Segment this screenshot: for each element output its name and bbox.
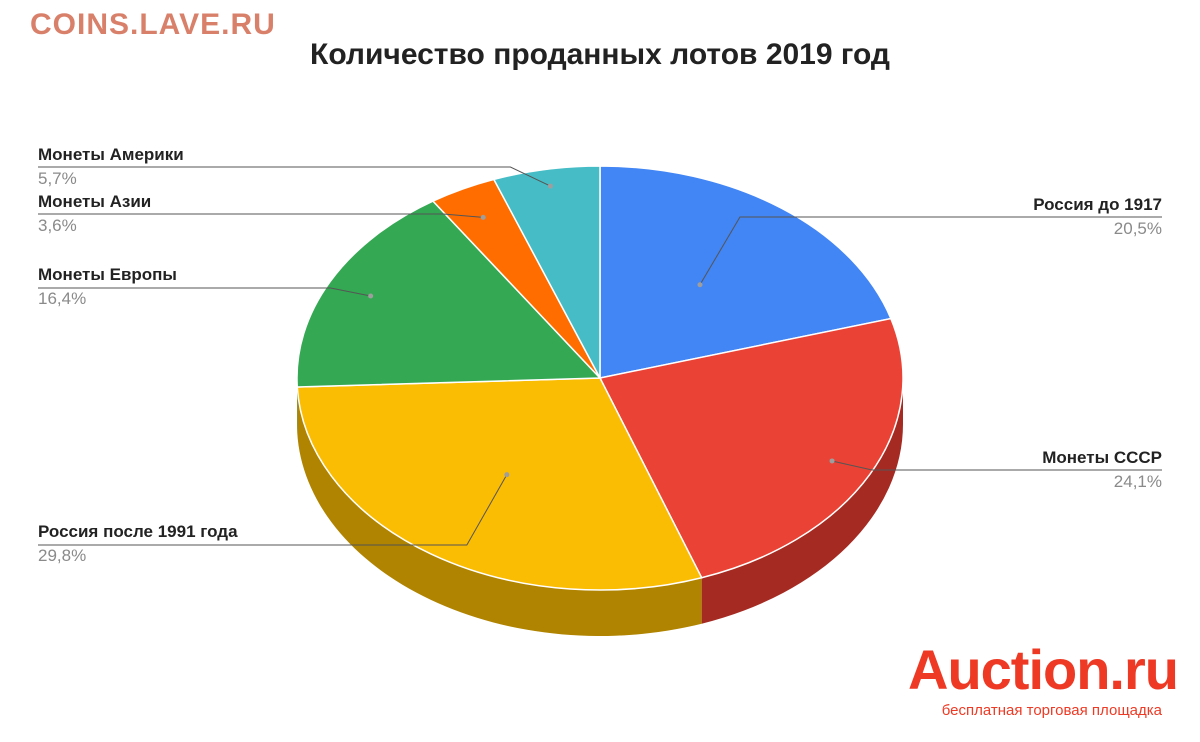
brand: Auction.ru бесплатная торговая площадка xyxy=(908,638,1179,720)
pie-slice-side xyxy=(297,386,702,637)
slice-label: Монеты Азии xyxy=(38,192,151,211)
brand-tagline: бесплатная торговая площадка xyxy=(941,702,1162,719)
pie-slice xyxy=(296,200,602,388)
callout-dot xyxy=(547,183,553,189)
slice-label: Монеты Европы xyxy=(38,265,177,284)
callout: Монеты СССР 24,1% xyxy=(829,448,1162,491)
slice-label: Монеты Америки xyxy=(38,145,184,164)
slice-value-label: 24,1% xyxy=(1114,472,1162,491)
callout-line xyxy=(831,460,1162,471)
callout-dot xyxy=(368,293,374,299)
slice-label: Россия после 1991 года xyxy=(38,522,238,541)
callout-line xyxy=(38,474,508,546)
slice-label: Россия до 1917 xyxy=(1033,195,1162,214)
pie-slice xyxy=(599,165,892,379)
callout: Россия после 1991 года 29,8% xyxy=(38,472,510,565)
callout: Монеты Америки 5,7% xyxy=(38,145,553,189)
callout-dot xyxy=(697,282,703,288)
pie-slice xyxy=(598,317,904,579)
callout-line xyxy=(38,213,484,218)
slice-value-label: 5,7% xyxy=(38,169,77,188)
slice-value-label: 16,4% xyxy=(38,289,86,308)
callout-line xyxy=(38,166,551,187)
callout: Монеты Европы 16,4% xyxy=(38,265,374,308)
callout-dot xyxy=(504,472,510,478)
chart-title: Количество проданных лотов 2019 год xyxy=(310,38,890,71)
pie-slice xyxy=(296,377,703,591)
slice-value-label: 29,8% xyxy=(38,546,86,565)
slice-value-label: 3,6% xyxy=(38,216,77,235)
callout-line xyxy=(699,216,1162,285)
pie-slice-side xyxy=(701,378,904,624)
callout-dot xyxy=(829,458,835,464)
slice-value-label: 20,5% xyxy=(1114,219,1162,238)
brand-logo: Auction.ru xyxy=(908,638,1179,701)
watermark: COINS.LAVE.RU xyxy=(30,8,276,41)
callout: Монеты Азии 3,6% xyxy=(38,192,486,235)
pie-slice xyxy=(492,165,601,379)
callout-line xyxy=(38,287,371,297)
callout: Россия до 1917 20,5% xyxy=(697,195,1162,288)
callout-dot xyxy=(480,214,486,220)
slice-label: Монеты СССР xyxy=(1042,448,1162,467)
